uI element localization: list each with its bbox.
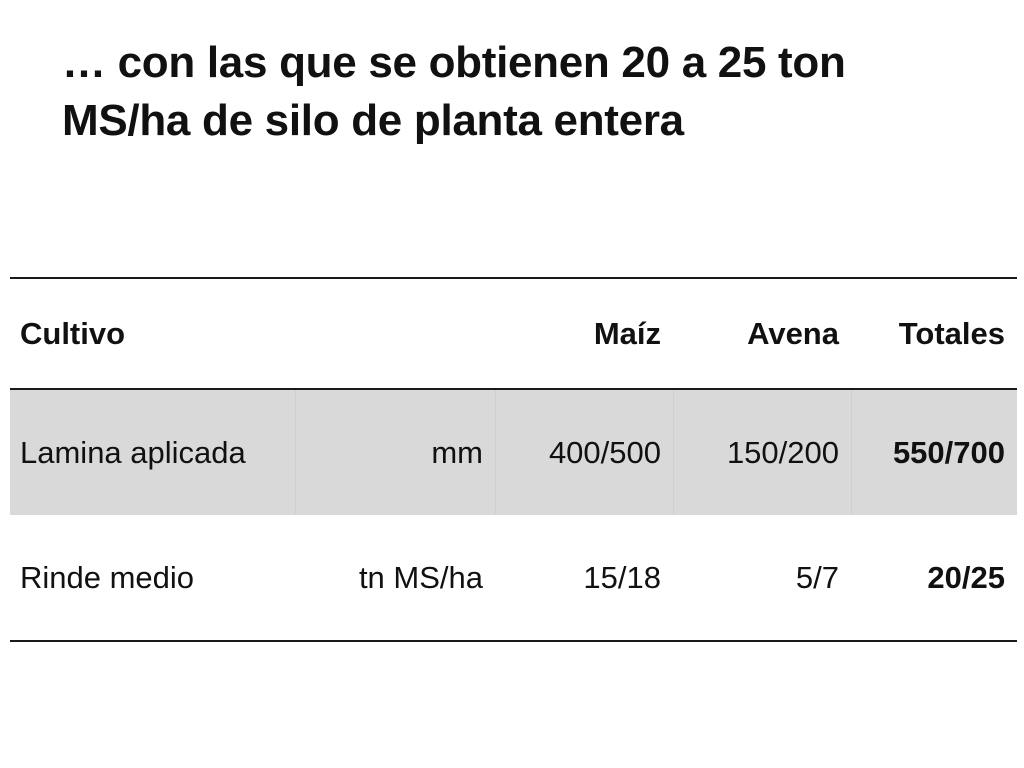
cell-maiz: 400/500 bbox=[495, 389, 673, 515]
header-totales: Totales bbox=[851, 277, 1017, 390]
cell-avena: 5/7 bbox=[673, 515, 851, 642]
table-header-row: Cultivo Maíz Avena Totales bbox=[10, 277, 1017, 390]
header-cultivo: Cultivo bbox=[10, 277, 295, 390]
slide-title: … con las que se obtienen 20 a 25 ton MS… bbox=[62, 38, 846, 145]
cell-total: 550/700 bbox=[851, 389, 1017, 515]
row-label: Lamina aplicada bbox=[10, 389, 295, 515]
cell-avena: 150/200 bbox=[673, 389, 851, 515]
cell-maiz: 15/18 bbox=[495, 515, 673, 642]
header-unit bbox=[295, 277, 495, 390]
cell-total: 20/25 bbox=[851, 515, 1017, 642]
row-unit: tn MS/ha bbox=[295, 515, 495, 642]
row-unit: mm bbox=[295, 389, 495, 515]
table-row: Rinde medio tn MS/ha 15/18 5/7 20/25 bbox=[10, 515, 1017, 642]
header-avena: Avena bbox=[673, 277, 851, 390]
yield-table: Cultivo Maíz Avena Totales Lamina aplica… bbox=[10, 277, 1017, 642]
header-maiz: Maíz bbox=[495, 277, 673, 390]
row-label: Rinde medio bbox=[10, 515, 295, 642]
table-row: Lamina aplicada mm 400/500 150/200 550/7… bbox=[10, 389, 1017, 515]
